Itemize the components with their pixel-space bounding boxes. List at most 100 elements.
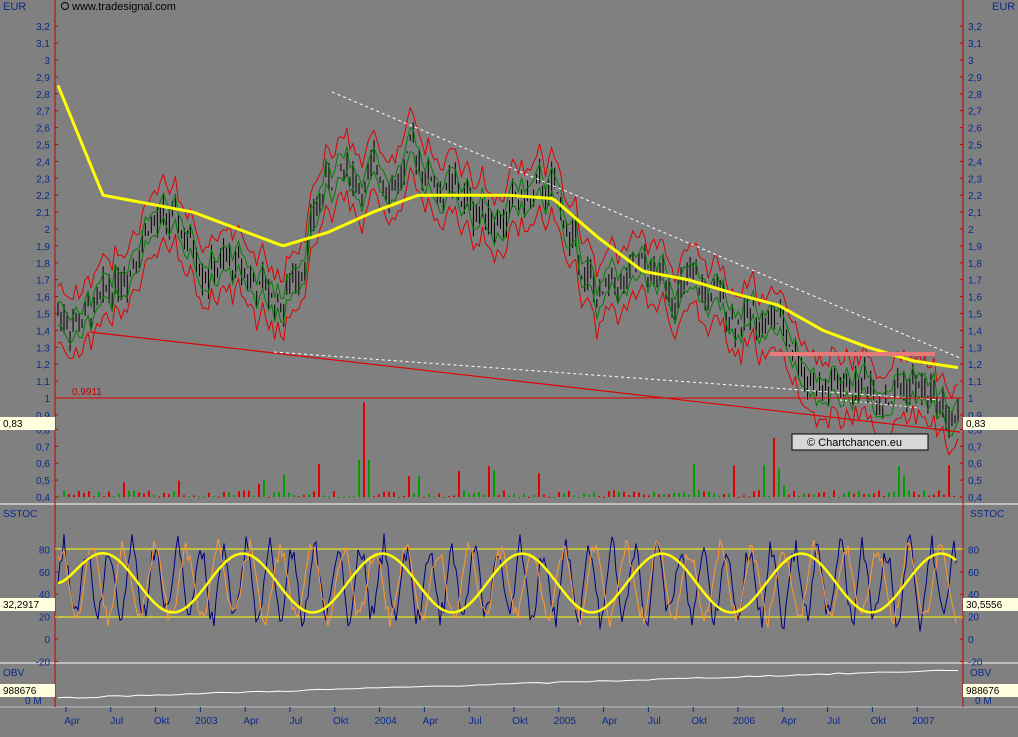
dashed-bottom-line bbox=[839, 399, 921, 409]
volume-bar bbox=[68, 493, 70, 497]
volume-ticks-right: 0,8 0,7 0,6 0,5 0,4 bbox=[960, 425, 982, 504]
volume-bar bbox=[418, 475, 420, 497]
volume-bar bbox=[493, 470, 495, 497]
price-tick-label: 1,6 bbox=[36, 293, 50, 304]
volume-bar bbox=[128, 490, 130, 497]
price-tick-label: 2,1 bbox=[36, 208, 50, 219]
price-tick-label: 1,5 bbox=[36, 310, 50, 321]
volume-bar bbox=[223, 491, 225, 497]
volume-bar bbox=[778, 468, 780, 497]
volume-bar bbox=[733, 465, 735, 497]
price-tick-label: 1,2 bbox=[36, 360, 50, 371]
volume-tick-label: 0,5 bbox=[36, 476, 50, 487]
volume-bar bbox=[438, 493, 440, 497]
price-tick-label: 2,7 bbox=[36, 107, 50, 118]
volume-bar bbox=[348, 495, 350, 497]
volume-tick-label: 0,5 bbox=[968, 476, 982, 487]
obv-value-left: 988676 bbox=[0, 684, 55, 697]
volume-tick-label: 0,7 bbox=[968, 442, 982, 453]
volume-bar bbox=[878, 490, 880, 497]
volume-bar bbox=[678, 493, 680, 497]
volume-bar bbox=[428, 494, 430, 497]
volume-bar bbox=[763, 464, 765, 497]
volume-bar bbox=[853, 493, 855, 497]
volume-bar bbox=[663, 494, 665, 497]
x-axis-label: Jul bbox=[469, 716, 482, 727]
volume-bar bbox=[593, 492, 595, 497]
volume-bar bbox=[873, 493, 875, 497]
price-unit-right: EUR bbox=[992, 1, 1015, 13]
x-axis-label: 2003 bbox=[195, 716, 218, 727]
volume-bar bbox=[918, 494, 920, 497]
price-tick-label: 1,8 bbox=[36, 259, 50, 270]
volume-tick-label: 0,6 bbox=[968, 459, 982, 470]
volume-bar bbox=[823, 492, 825, 497]
volume-bar bbox=[928, 495, 930, 497]
x-axis-label: Jul bbox=[648, 716, 661, 727]
volume-bar bbox=[408, 476, 410, 497]
volume-bar bbox=[178, 480, 180, 497]
price-tick-label: 1,5 bbox=[968, 310, 982, 321]
price-tick-label: 1,6 bbox=[968, 293, 982, 304]
volume-bar bbox=[728, 493, 730, 497]
x-axis-label: 2004 bbox=[374, 716, 397, 727]
volume-bar bbox=[503, 490, 505, 497]
volume-bar bbox=[168, 494, 170, 497]
volume-bar bbox=[318, 464, 320, 497]
obv-value-right: 988676 bbox=[963, 684, 1018, 697]
price-ticks-right: 3,2 3,1 3 2,9 2,8 2,7 2,6 2,5 2,4 2,3 2,2 2,1 2 1,9 1,… bbox=[960, 22, 982, 422]
price-tick-label: 1,3 bbox=[968, 343, 982, 354]
volume-bar bbox=[798, 496, 800, 498]
volume-bar bbox=[488, 466, 490, 497]
volume-bar bbox=[228, 492, 230, 497]
volume-bar bbox=[708, 491, 710, 497]
logo-box bbox=[791, 433, 929, 451]
volume-bar bbox=[233, 495, 235, 497]
stoch-tick-label: 60 bbox=[39, 568, 51, 579]
volume-bar bbox=[333, 491, 335, 497]
band-red-upper bbox=[57, 106, 959, 400]
x-axis-label: 2007 bbox=[912, 716, 935, 727]
volume-bar bbox=[78, 491, 80, 497]
volume-bar bbox=[93, 496, 95, 498]
volume-bar bbox=[843, 493, 845, 497]
volume-bar bbox=[183, 495, 185, 497]
obv-line bbox=[57, 669, 959, 699]
volume-bar bbox=[583, 493, 585, 497]
stoch-title-right: SSTOC bbox=[970, 509, 1004, 520]
obv-title-right: OBV bbox=[970, 668, 991, 679]
stoch-tick-label: 0 bbox=[968, 635, 974, 646]
volume-bar bbox=[758, 490, 760, 497]
volume-bar bbox=[953, 496, 955, 498]
volume-bar bbox=[538, 473, 540, 497]
volume-bar bbox=[943, 494, 945, 497]
current-price-right-value: 0,83 bbox=[966, 419, 986, 430]
price-tick-label: 2,1 bbox=[968, 208, 982, 219]
watermark: www.tradesignal.com bbox=[61, 1, 176, 13]
volume-bar bbox=[908, 490, 910, 497]
x-axis-label: Apr bbox=[423, 716, 439, 727]
x-axis-label: Jul bbox=[110, 716, 123, 727]
volume-bar bbox=[528, 496, 530, 498]
volume-bar bbox=[868, 493, 870, 497]
volume-bar bbox=[553, 496, 555, 498]
volume-bar bbox=[768, 496, 770, 498]
volume-bar bbox=[463, 490, 465, 497]
price-ticks-left: 3,2 3,1 3 2,9 2,8 2,7 2,6 2,5 2,4 2,3 2,2 2,1 2 1,9 1,… bbox=[36, 22, 58, 422]
price-tick-label: 2,3 bbox=[968, 174, 982, 185]
volume-bar bbox=[548, 496, 550, 498]
price-tick-label: 3 bbox=[44, 56, 50, 67]
volume-bar bbox=[738, 496, 740, 498]
volume-bar bbox=[698, 490, 700, 497]
volume-bar bbox=[893, 492, 895, 497]
price-tick-label: 2,8 bbox=[36, 90, 50, 101]
stoch-tick-label: 80 bbox=[39, 545, 51, 556]
volume-bar bbox=[388, 491, 390, 497]
volume-bar bbox=[113, 496, 115, 498]
current-price-right-box bbox=[963, 417, 1018, 430]
volume-bar bbox=[788, 494, 790, 497]
volume-bar bbox=[863, 494, 865, 497]
price-tick-label: 2,6 bbox=[968, 124, 982, 135]
volume-bar bbox=[58, 495, 60, 497]
